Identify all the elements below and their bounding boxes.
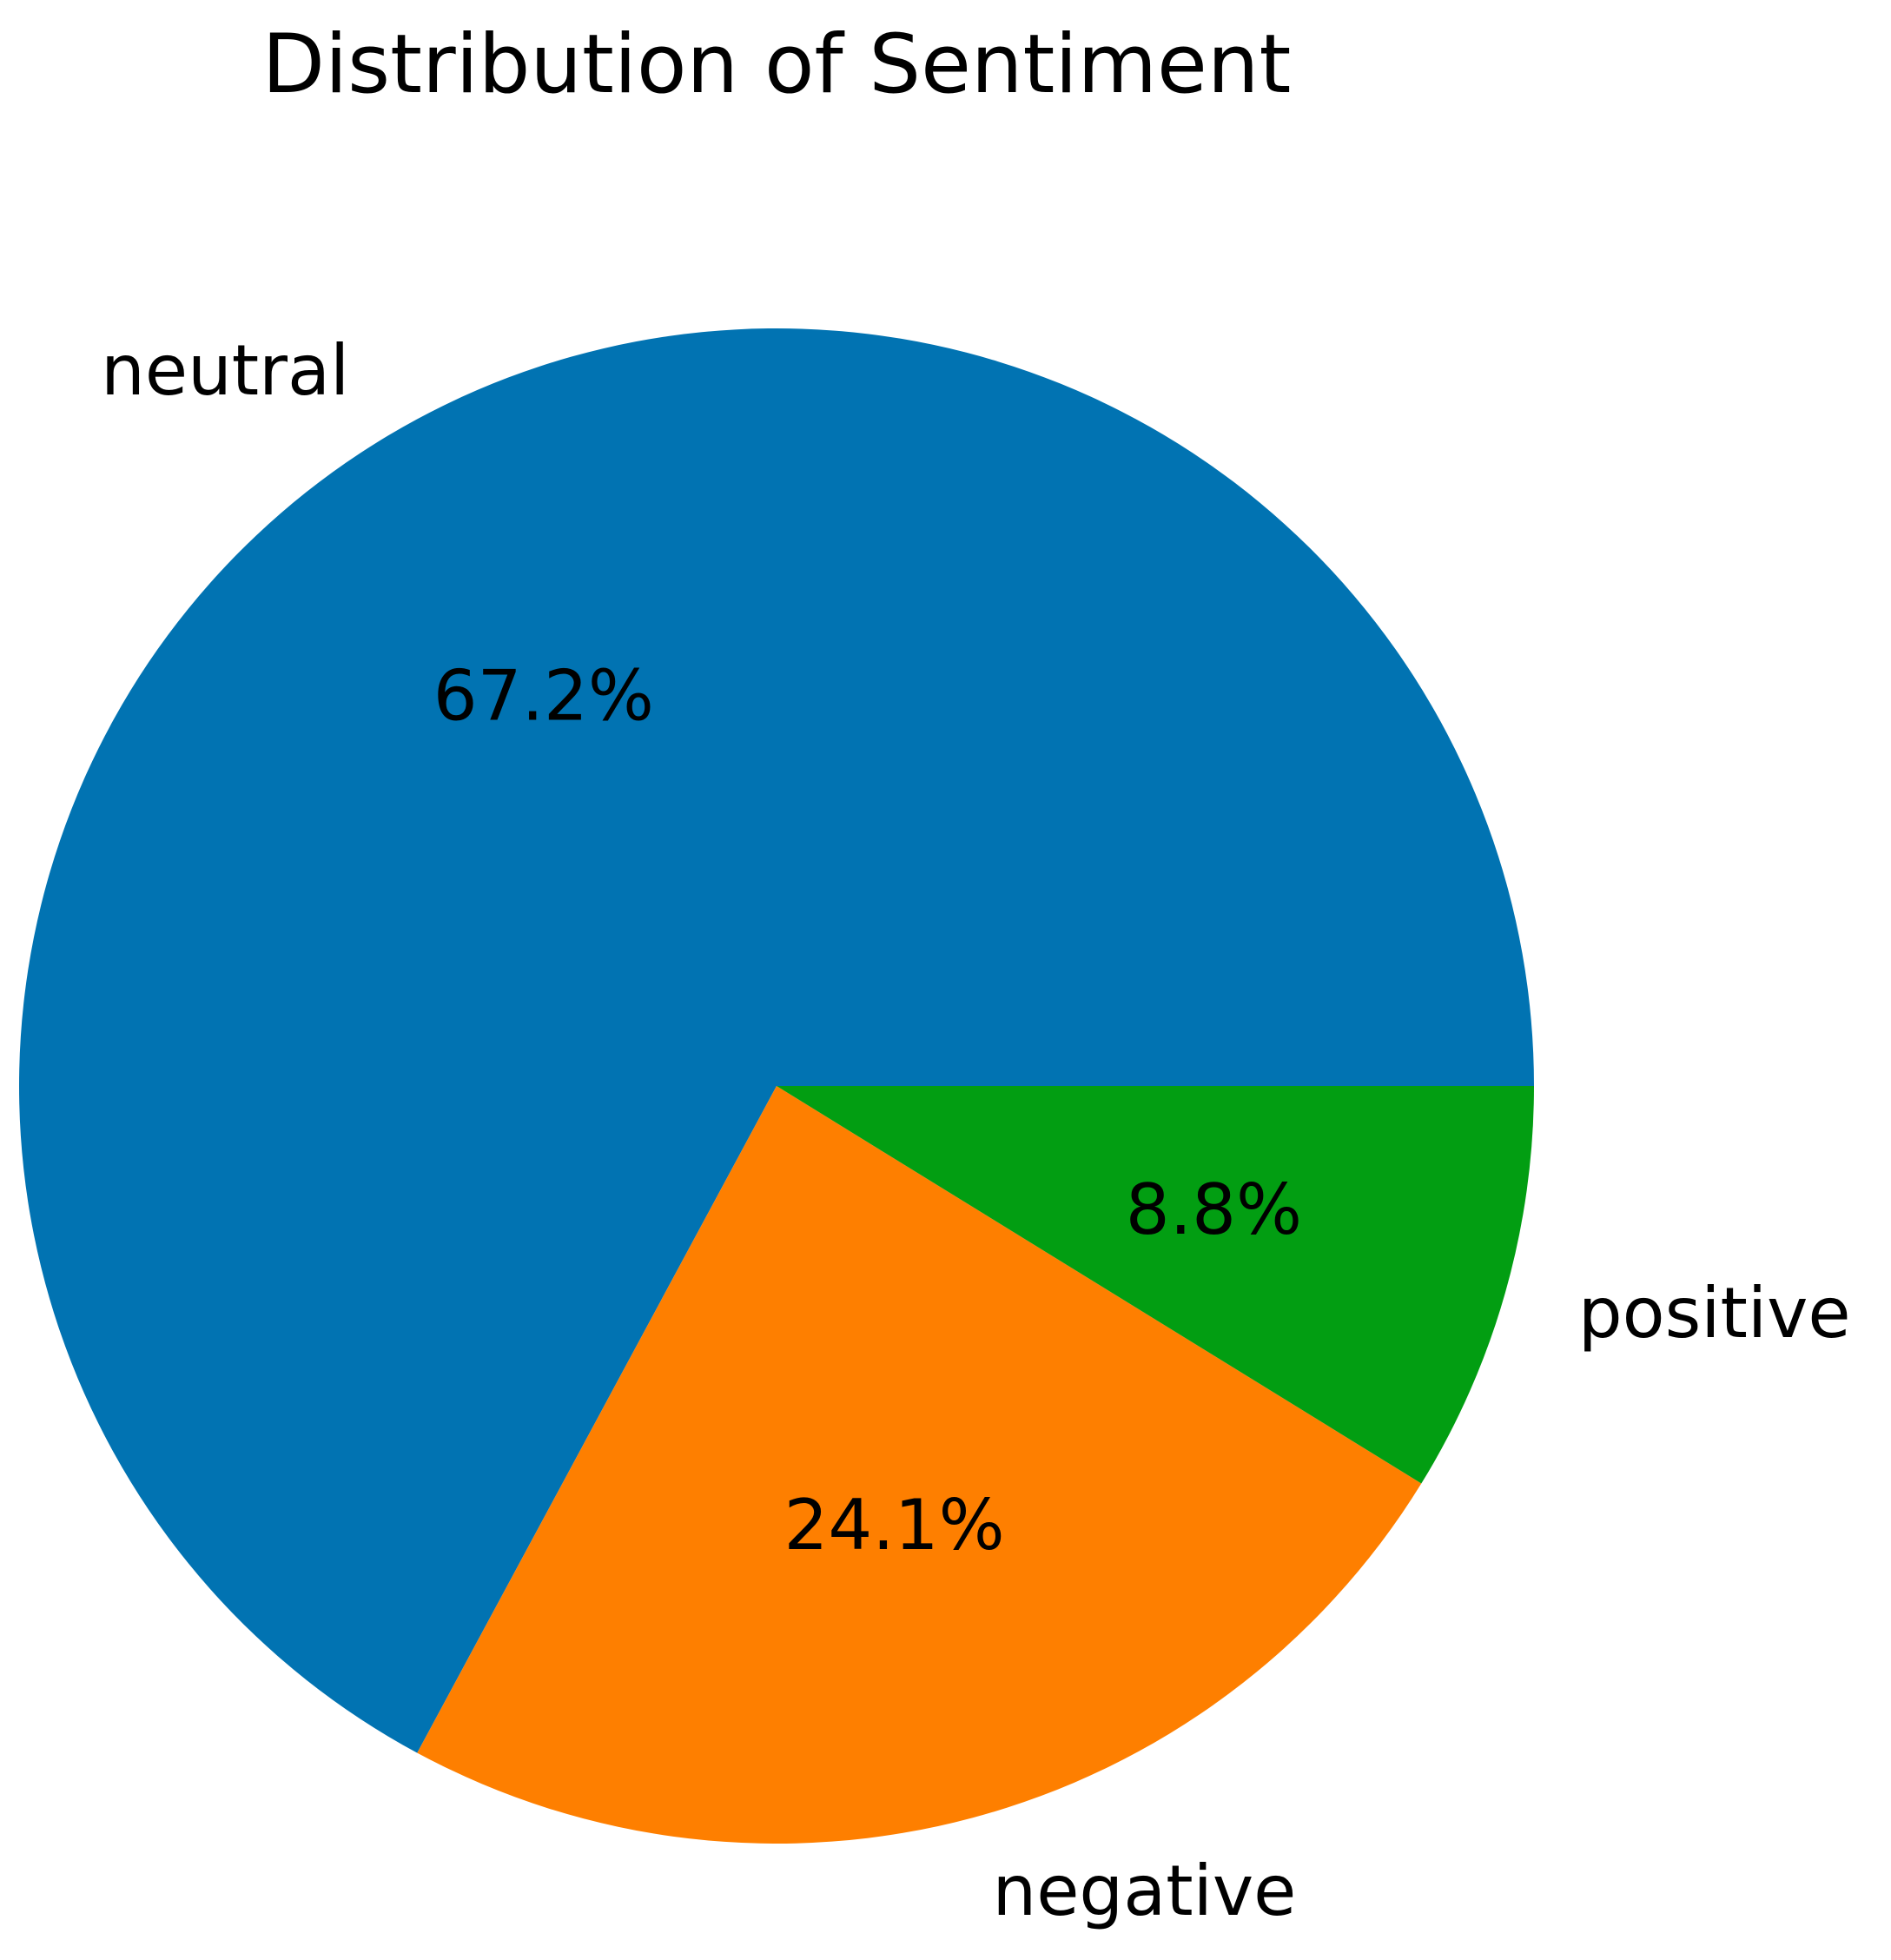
pct-label-negative: 24.1% [784, 1485, 1004, 1566]
pct-label-neutral: 67.2% [433, 655, 654, 736]
slice-label-neutral: neutral [101, 330, 349, 411]
pie-labels: neutral 67.2% negative 24.1% positive 8.8% [101, 330, 1851, 1931]
slice-label-negative: negative [993, 1851, 1297, 1931]
slice-label-positive: positive [1578, 1273, 1851, 1354]
chart-title: Distribution of Sentiment [262, 17, 1292, 112]
pie-slice-negative [417, 1086, 1422, 1844]
pie-slice-neutral [18, 328, 1534, 1753]
pie-slice-positive [777, 1086, 1534, 1484]
pie-slices [18, 328, 1534, 1844]
pct-label-positive: 8.8% [1126, 1169, 1302, 1250]
